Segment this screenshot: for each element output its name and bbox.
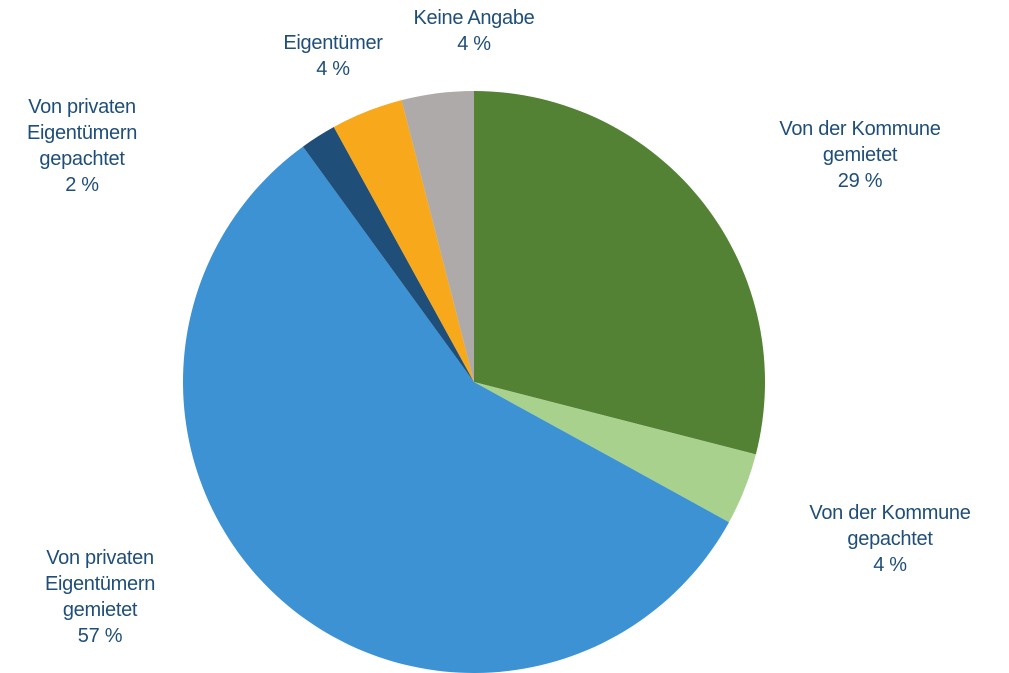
category-label: Keine Angabe xyxy=(413,7,535,29)
pie-slice xyxy=(302,126,474,383)
value-label: 2 % xyxy=(65,174,99,196)
slice-label: Von der Kommune gepachtet 4 % xyxy=(795,500,985,578)
category-label: Von privaten Eigentümern gemietet xyxy=(44,547,156,621)
value-label: 4 % xyxy=(457,33,491,55)
pie-slice xyxy=(474,91,765,455)
pie-slice xyxy=(183,146,730,673)
slice-label: Von der Kommune gemietet 29 % xyxy=(765,116,955,194)
category-label: Von der Kommune gepachtet xyxy=(809,502,971,550)
value-label: 29 % xyxy=(837,170,883,192)
pie-slice xyxy=(333,100,474,382)
value-label: 4 % xyxy=(873,554,907,576)
pie-slice xyxy=(401,91,474,382)
pie-slice xyxy=(474,382,756,523)
value-label: 57 % xyxy=(77,625,123,647)
slice-label: Keine Angabe 4 % xyxy=(394,5,554,57)
category-label: Von privaten Eigentümern gepachtet xyxy=(26,96,138,170)
value-label: 4 % xyxy=(316,58,350,80)
slice-label: Eigentümer 4 % xyxy=(253,30,413,82)
slice-label: Von privaten Eigentümern gepachtet 2 % xyxy=(12,94,152,198)
category-label: Eigentümer xyxy=(283,32,383,54)
slice-label: Von privaten Eigentümern gemietet 57 % xyxy=(30,545,170,649)
category-label: Von der Kommune gemietet xyxy=(779,118,941,166)
